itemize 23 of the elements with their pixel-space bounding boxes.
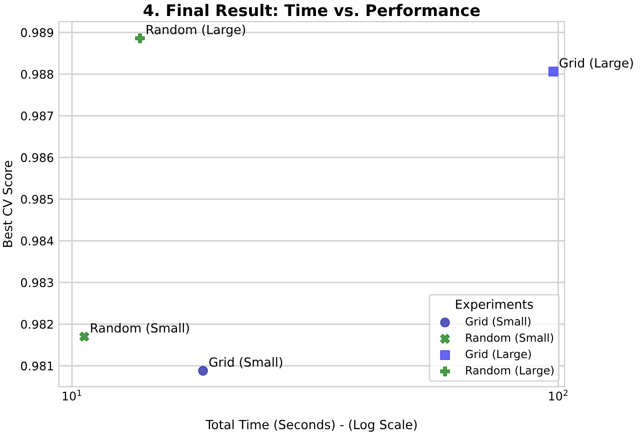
legend-label: Random (Small)	[466, 333, 554, 344]
y-tick-label: 0.982	[21, 320, 53, 329]
chart-title: 4. Final Result: Time vs. Performance	[144, 4, 480, 16]
y-axis-title: Best CV Score	[2, 160, 12, 247]
x-axis-title: Total Time (Seconds) - (Log Scale)	[206, 420, 417, 432]
y-tick-label: 0.984	[21, 236, 54, 246]
legend-title: Experiments	[456, 299, 533, 312]
text: Random (Small)	[91, 322, 189, 334]
y-tick-label: 0.989	[21, 28, 54, 38]
y-tick-label: 0.981	[21, 362, 53, 370]
x-tick-label: 10$^{2}$	[549, 390, 568, 401]
y-tick-label: 0.987	[21, 112, 54, 120]
text: Random (Large)	[146, 24, 246, 37]
text: Grid (Large)	[560, 58, 633, 70]
y-tick-label: 0.986	[21, 153, 54, 162]
text: Grid (Small)	[209, 357, 282, 368]
legend-label: Random (Large)	[466, 366, 554, 377]
y-tick-label: 0.983	[21, 278, 54, 288]
y-tick-label: 0.985	[21, 194, 53, 204]
legend-label: Grid (Large)	[466, 350, 531, 360]
y-tick-label: 0.988	[21, 70, 54, 79]
legend-label: Grid (Small)	[466, 316, 530, 327]
x-tick-label: 10$^{1}$	[62, 390, 82, 401]
